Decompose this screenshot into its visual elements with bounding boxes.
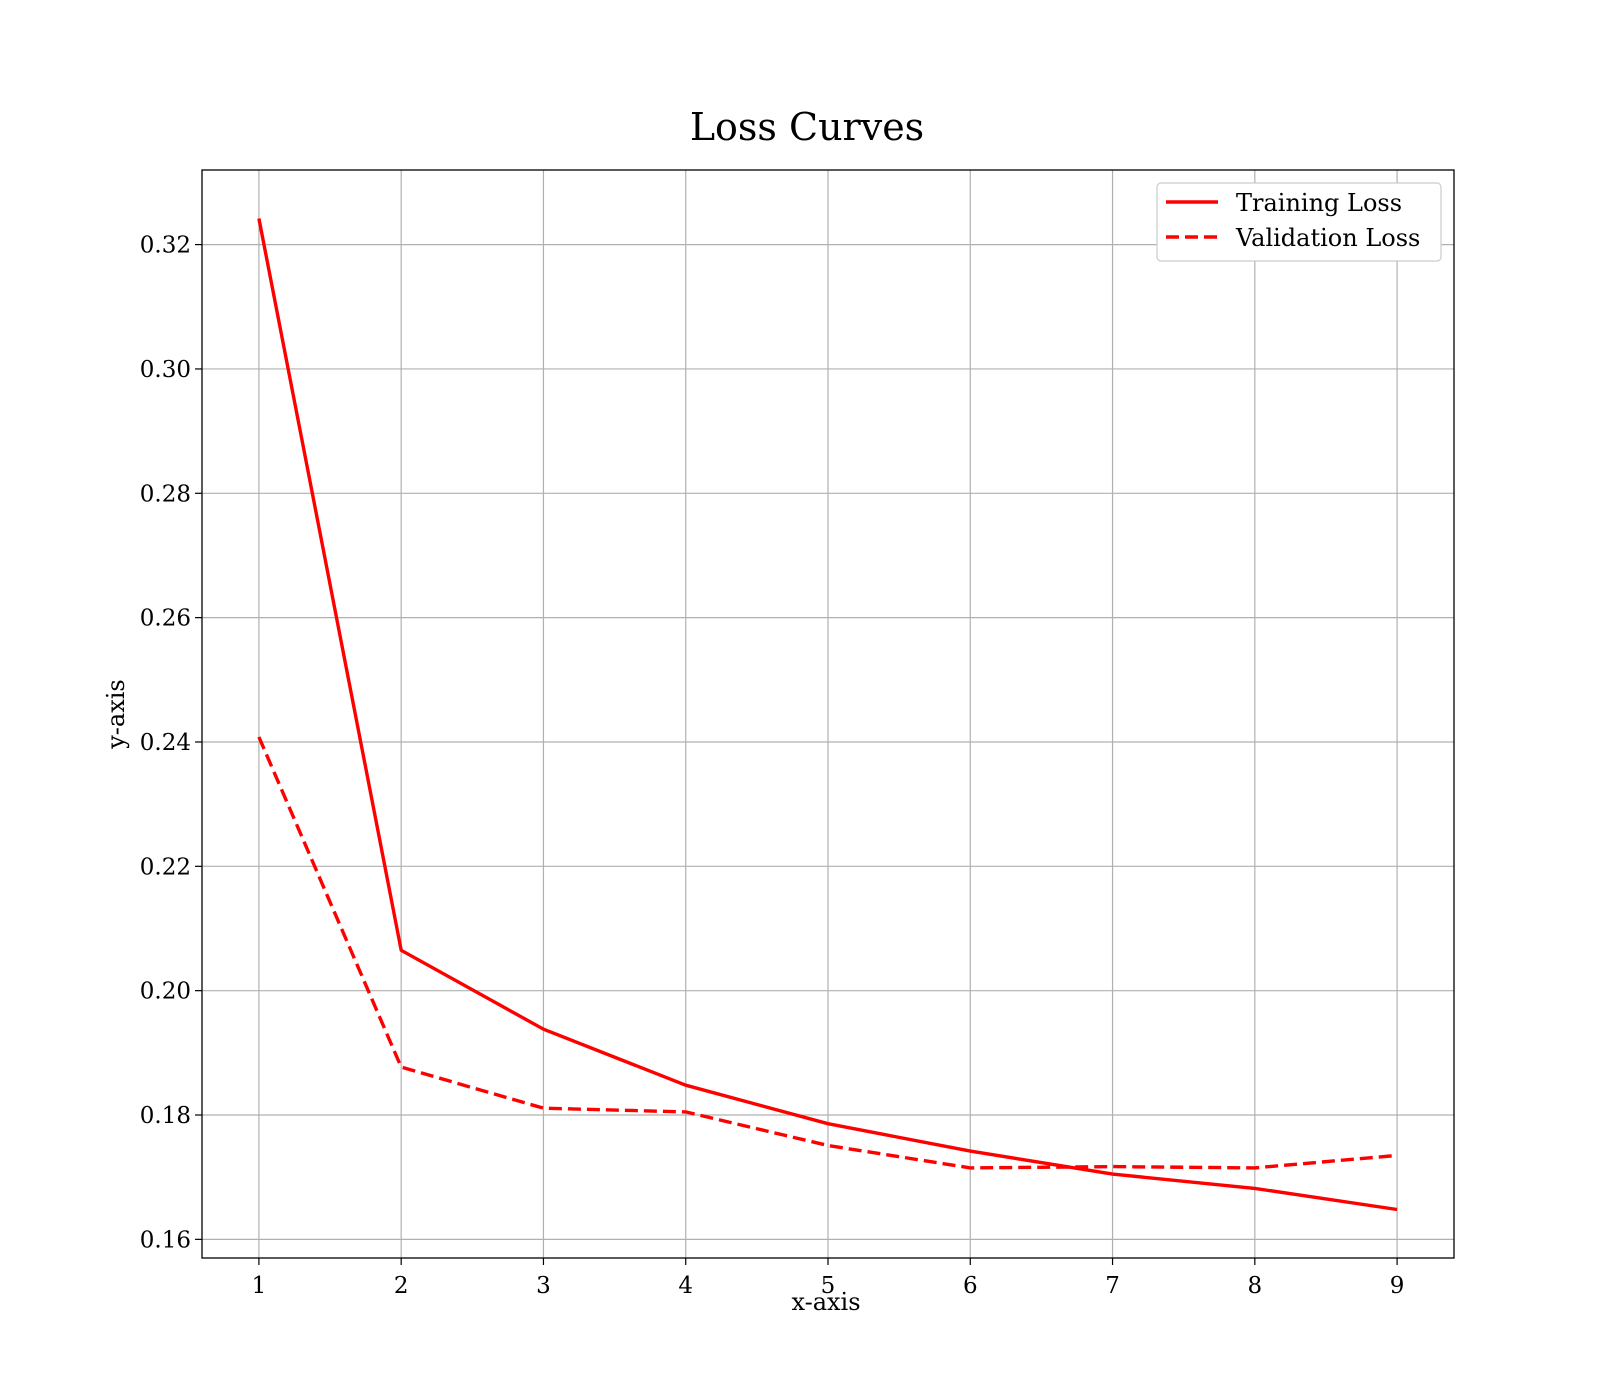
chart-title: Loss Curves xyxy=(690,105,924,149)
x-axis-label: x-axis xyxy=(791,1288,860,1316)
grid xyxy=(202,170,1454,1258)
x-tick-label: 8 xyxy=(1247,1273,1262,1299)
x-tick-label: 3 xyxy=(536,1273,551,1299)
y-tick-label: 0.26 xyxy=(140,606,191,632)
series-line-validation-loss xyxy=(257,736,1398,1170)
legend: Training Loss Validation Loss xyxy=(1156,182,1442,262)
x-tick-label: 5 xyxy=(821,1273,836,1299)
y-axis-label: y-axis xyxy=(102,679,130,750)
plot-lines xyxy=(257,218,1398,1212)
y-tick-label: 0.18 xyxy=(140,1103,191,1129)
y-tick-label: 0.24 xyxy=(140,730,191,756)
y-ticks: 0.16 0.18 0.20 0.22 0.24 0.26 0.28 0.30 0.32 xyxy=(140,233,202,1253)
x-tick-label: 9 xyxy=(1390,1273,1405,1299)
y-tick-label: 0.16 xyxy=(140,1227,191,1253)
x-tick-label: 7 xyxy=(1105,1273,1120,1299)
y-tick-label: 0.20 xyxy=(140,979,191,1005)
legend-label-validation-loss: Validation Loss xyxy=(1235,224,1420,252)
legend-label-training-loss: Training Loss xyxy=(1236,189,1402,217)
y-tick-label: 0.30 xyxy=(140,357,191,383)
x-tick-label: 2 xyxy=(394,1273,409,1299)
y-tick-label: 0.32 xyxy=(140,233,191,259)
x-tick-label: 4 xyxy=(678,1273,693,1299)
series-line-training-loss xyxy=(257,218,1398,1212)
y-tick-label: 0.22 xyxy=(140,854,191,880)
legend-box xyxy=(1156,182,1442,262)
x-ticks: 1 2 3 4 5 6 7 8 9 xyxy=(252,1258,1405,1299)
x-tick-label: 6 xyxy=(963,1273,978,1299)
y-tick-label: 0.28 xyxy=(140,481,191,507)
x-tick-label: 1 xyxy=(252,1273,267,1299)
